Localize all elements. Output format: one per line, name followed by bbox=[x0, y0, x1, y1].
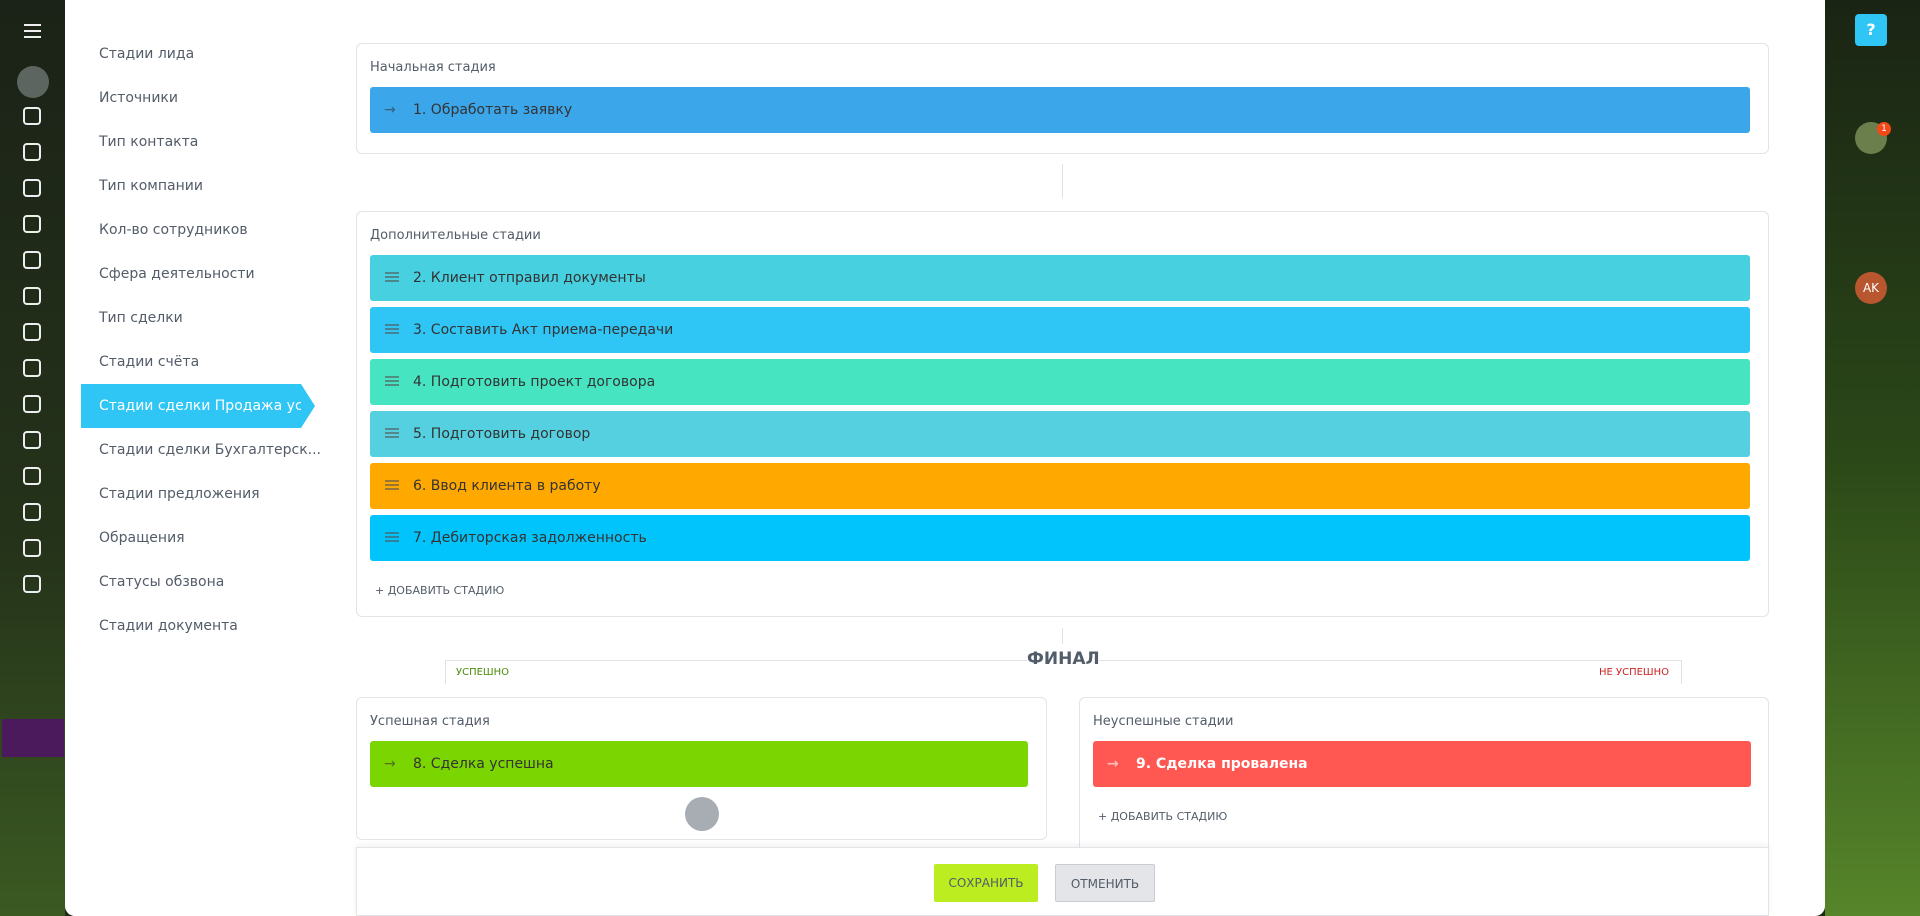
nav-icon[interactable] bbox=[23, 395, 41, 413]
box-title: Начальная стадия bbox=[370, 60, 496, 75]
add-stage[interactable]: + ДОБАВИТЬ СТАДИЮ bbox=[375, 584, 505, 597]
stage[interactable]: 3. Составить Акт приема-передачи bbox=[370, 307, 1750, 353]
stage[interactable]: 4. Подготовить проект договора bbox=[370, 359, 1750, 405]
menu-item[interactable]: Тип контакта bbox=[99, 134, 199, 150]
menu-item[interactable]: Стадии счёта bbox=[99, 354, 200, 370]
final-title: ФИНАЛ bbox=[1027, 649, 1100, 669]
box-title: Успешная стадия bbox=[370, 714, 490, 729]
extra-box: Дополнительные стадии 2. Клиент отправил… bbox=[356, 211, 1769, 617]
nav-icon[interactable] bbox=[23, 575, 41, 593]
stage-label: 2. Клиент отправил документы bbox=[413, 270, 646, 286]
fail-tag: НЕ УСПЕШНО bbox=[1599, 667, 1670, 678]
stage-label: 9. Сделка провалена bbox=[1136, 756, 1308, 772]
box-title: Неуспешные стадии bbox=[1093, 714, 1234, 729]
cancel-button[interactable]: ОТМЕНИТЬ bbox=[1055, 864, 1155, 902]
hamburger[interactable] bbox=[24, 24, 41, 26]
menu-item[interactable]: Источники bbox=[99, 90, 178, 106]
nav-icon[interactable] bbox=[23, 323, 41, 341]
nav-icon-market[interactable] bbox=[2, 719, 64, 757]
stage[interactable]: 7. Дебиторская задолженность bbox=[370, 515, 1750, 561]
nav-icon[interactable] bbox=[23, 287, 41, 305]
main-panel: Стадии лида Источники Тип контакта Тип комп… bbox=[65, 0, 1825, 916]
stage-label: 4. Подготовить проект договора bbox=[413, 374, 656, 390]
stage[interactable]: → 8. Сделка успешна bbox=[370, 741, 1028, 787]
save-button[interactable]: СОХРАНИТЬ bbox=[934, 864, 1038, 902]
nav-icon[interactable] bbox=[23, 143, 41, 161]
nav-icon[interactable] bbox=[23, 179, 41, 197]
menu-item[interactable]: Тип сделки bbox=[99, 310, 183, 326]
nav-icon[interactable] bbox=[23, 431, 41, 449]
stage-label: 5. Подготовить договор bbox=[413, 426, 591, 442]
menu-item[interactable]: Стадии сделки Продажа ус... bbox=[81, 384, 316, 428]
menu-item[interactable]: Статусы обзвона bbox=[99, 574, 225, 590]
help-button[interactable]: ? bbox=[1855, 14, 1887, 46]
notification-badge: 1 bbox=[1877, 122, 1891, 136]
menu-item[interactable]: Обращения bbox=[99, 530, 185, 546]
footer-bar: СОХРАНИТЬ ОТМЕНИТЬ bbox=[356, 847, 1769, 916]
nav-icon[interactable] bbox=[23, 215, 41, 233]
success-box: Успешная стадия → 8. Сделка успешна bbox=[356, 697, 1047, 840]
stage[interactable]: → 1. Обработать заявку bbox=[370, 87, 1750, 133]
left-sidebar bbox=[0, 0, 65, 916]
nav-icon[interactable] bbox=[23, 539, 41, 557]
stage-label: 8. Сделка успешна bbox=[413, 756, 554, 772]
right-sidebar: ? 1 AK bbox=[1825, 0, 1920, 916]
stage[interactable]: 6. Ввод клиента в работу bbox=[370, 463, 1750, 509]
fail-box: Неуспешные стадии → 9. Сделка провалена +… bbox=[1079, 697, 1769, 857]
nav-icon[interactable] bbox=[23, 359, 41, 377]
stage-label: 7. Дебиторская задолженность bbox=[413, 530, 647, 546]
nav-icon-active[interactable] bbox=[17, 66, 49, 98]
stage-label: 3. Составить Акт приема-передачи bbox=[413, 322, 674, 338]
stage-label: 6. Ввод клиента в работу bbox=[413, 478, 601, 494]
menu-item[interactable]: Сфера деятельности bbox=[99, 266, 255, 282]
menu-item[interactable]: Кол-во сотрудников bbox=[99, 222, 248, 238]
success-tag: УСПЕШНО bbox=[456, 667, 509, 678]
nav-icon[interactable] bbox=[23, 503, 41, 521]
avatar[interactable]: AK bbox=[1855, 272, 1887, 304]
menu-item[interactable]: Стадии предложения bbox=[99, 486, 260, 502]
stage-label: 1. Обработать заявку bbox=[413, 102, 573, 118]
menu-item[interactable]: Тип компании bbox=[99, 178, 203, 194]
initial-box: Начальная стадия → 1. Обработать заявку bbox=[356, 43, 1769, 154]
box-title: Дополнительные стадии bbox=[370, 228, 541, 243]
nav-icon[interactable] bbox=[23, 467, 41, 485]
menu-item[interactable]: Стадии сделки Бухгалтерск... bbox=[99, 442, 321, 458]
menu-item[interactable]: Стадии лида bbox=[99, 46, 195, 62]
stage[interactable]: 5. Подготовить договор bbox=[370, 411, 1750, 457]
menu-item[interactable]: Стадии документа bbox=[99, 618, 238, 634]
stage[interactable]: 2. Клиент отправил документы bbox=[370, 255, 1750, 301]
nav-icon[interactable] bbox=[23, 107, 41, 125]
trophy-icon bbox=[685, 797, 719, 831]
nav-icon[interactable] bbox=[23, 251, 41, 269]
add-stage[interactable]: + ДОБАВИТЬ СТАДИЮ bbox=[1098, 810, 1228, 823]
stage[interactable]: → 9. Сделка провалена bbox=[1093, 741, 1751, 787]
